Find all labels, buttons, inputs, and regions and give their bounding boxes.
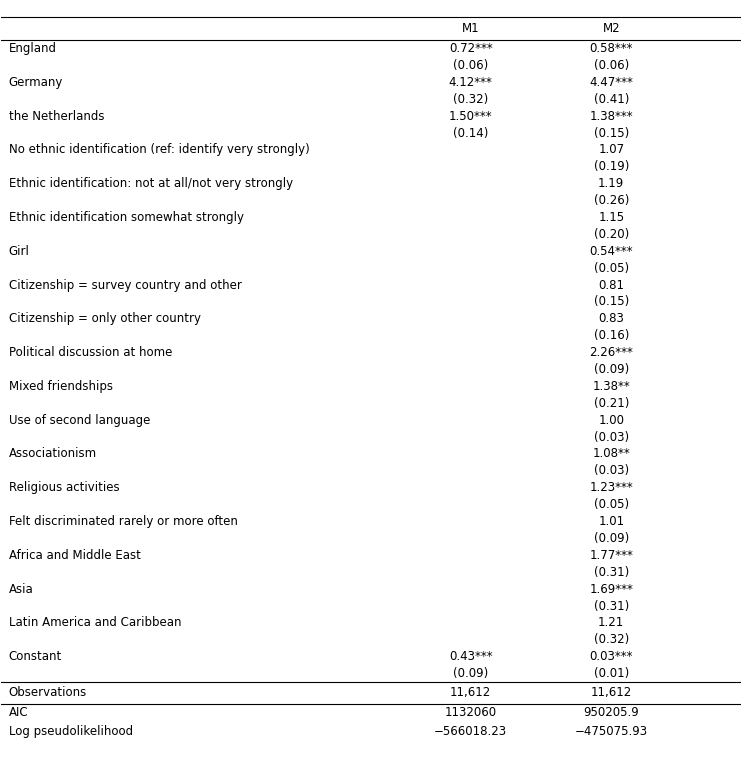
Text: Associationism: Associationism	[9, 447, 97, 461]
Text: (0.15): (0.15)	[594, 127, 629, 139]
Text: Mixed friendships: Mixed friendships	[9, 380, 113, 393]
Text: England: England	[9, 42, 57, 55]
Text: 1.08**: 1.08**	[592, 447, 630, 461]
Text: Ethnic identification: not at all/not very strongly: Ethnic identification: not at all/not ve…	[9, 177, 293, 191]
Text: Citizenship = only other country: Citizenship = only other country	[9, 312, 201, 325]
Text: 1132060: 1132060	[444, 706, 497, 719]
Text: (0.32): (0.32)	[594, 633, 629, 647]
Text: (0.03): (0.03)	[594, 464, 628, 478]
Text: 1.19: 1.19	[598, 177, 624, 191]
Text: 0.81: 0.81	[598, 279, 624, 292]
Text: (0.31): (0.31)	[594, 600, 629, 612]
Text: (0.19): (0.19)	[594, 160, 629, 173]
Text: Ethnic identification somewhat strongly: Ethnic identification somewhat strongly	[9, 211, 244, 224]
Text: (0.09): (0.09)	[594, 363, 629, 376]
Text: 11,612: 11,612	[591, 686, 632, 699]
Text: 1.00: 1.00	[598, 414, 624, 426]
Text: Asia: Asia	[9, 583, 33, 596]
Text: 2.26***: 2.26***	[589, 346, 633, 359]
Text: Felt discriminated rarely or more often: Felt discriminated rarely or more often	[9, 515, 237, 528]
Text: 0.58***: 0.58***	[589, 42, 633, 55]
Text: (0.09): (0.09)	[594, 532, 629, 545]
Text: (0.20): (0.20)	[594, 228, 629, 241]
Text: Use of second language: Use of second language	[9, 414, 150, 426]
Text: 0.03***: 0.03***	[589, 650, 633, 663]
Text: 950205.9: 950205.9	[583, 706, 639, 719]
Text: (0.26): (0.26)	[594, 194, 629, 207]
Text: 1.21: 1.21	[598, 616, 624, 629]
Text: 4.12***: 4.12***	[449, 76, 493, 89]
Text: (0.05): (0.05)	[594, 261, 628, 275]
Text: 1.15: 1.15	[598, 211, 624, 224]
Text: the Netherlands: the Netherlands	[9, 110, 105, 123]
Text: (0.03): (0.03)	[594, 430, 628, 443]
Text: 1.69***: 1.69***	[589, 583, 633, 596]
Text: Africa and Middle East: Africa and Middle East	[9, 548, 141, 562]
Text: (0.01): (0.01)	[594, 667, 629, 680]
Text: M2: M2	[603, 22, 620, 35]
Text: 0.43***: 0.43***	[449, 650, 493, 663]
Text: 1.23***: 1.23***	[589, 482, 633, 494]
Text: Germany: Germany	[9, 76, 63, 89]
Text: Latin America and Caribbean: Latin America and Caribbean	[9, 616, 181, 629]
Text: (0.14): (0.14)	[453, 127, 488, 139]
Text: (0.06): (0.06)	[453, 59, 488, 72]
Text: Girl: Girl	[9, 245, 30, 258]
Text: (0.06): (0.06)	[594, 59, 629, 72]
Text: (0.41): (0.41)	[594, 93, 629, 106]
Text: 11,612: 11,612	[450, 686, 491, 699]
Text: 1.77***: 1.77***	[589, 548, 633, 562]
Text: 1.50***: 1.50***	[449, 110, 493, 123]
Text: (0.15): (0.15)	[594, 296, 629, 308]
Text: Observations: Observations	[9, 686, 87, 699]
Text: No ethnic identification (ref: identify very strongly): No ethnic identification (ref: identify …	[9, 143, 309, 156]
Text: −475075.93: −475075.93	[575, 725, 648, 738]
Text: (0.31): (0.31)	[594, 566, 629, 579]
Text: 0.72***: 0.72***	[449, 42, 493, 55]
Text: 1.38**: 1.38**	[592, 380, 630, 393]
Text: M1: M1	[462, 22, 479, 35]
Text: (0.09): (0.09)	[453, 667, 488, 680]
Text: 4.47***: 4.47***	[589, 76, 633, 89]
Text: Religious activities: Religious activities	[9, 482, 119, 494]
Text: AIC: AIC	[9, 706, 28, 719]
Text: 0.54***: 0.54***	[589, 245, 633, 258]
Text: 0.83: 0.83	[598, 312, 624, 325]
Text: 1.38***: 1.38***	[589, 110, 633, 123]
Text: 1.07: 1.07	[598, 143, 624, 156]
Text: (0.05): (0.05)	[594, 498, 628, 511]
Text: 1.01: 1.01	[598, 515, 624, 528]
Text: Political discussion at home: Political discussion at home	[9, 346, 172, 359]
Text: Citizenship = survey country and other: Citizenship = survey country and other	[9, 279, 242, 292]
Text: (0.16): (0.16)	[594, 329, 629, 342]
Text: (0.21): (0.21)	[594, 397, 629, 410]
Text: Log pseudolikelihood: Log pseudolikelihood	[9, 725, 133, 738]
Text: Constant: Constant	[9, 650, 62, 663]
Text: (0.32): (0.32)	[453, 93, 488, 106]
Text: −566018.23: −566018.23	[434, 725, 508, 738]
